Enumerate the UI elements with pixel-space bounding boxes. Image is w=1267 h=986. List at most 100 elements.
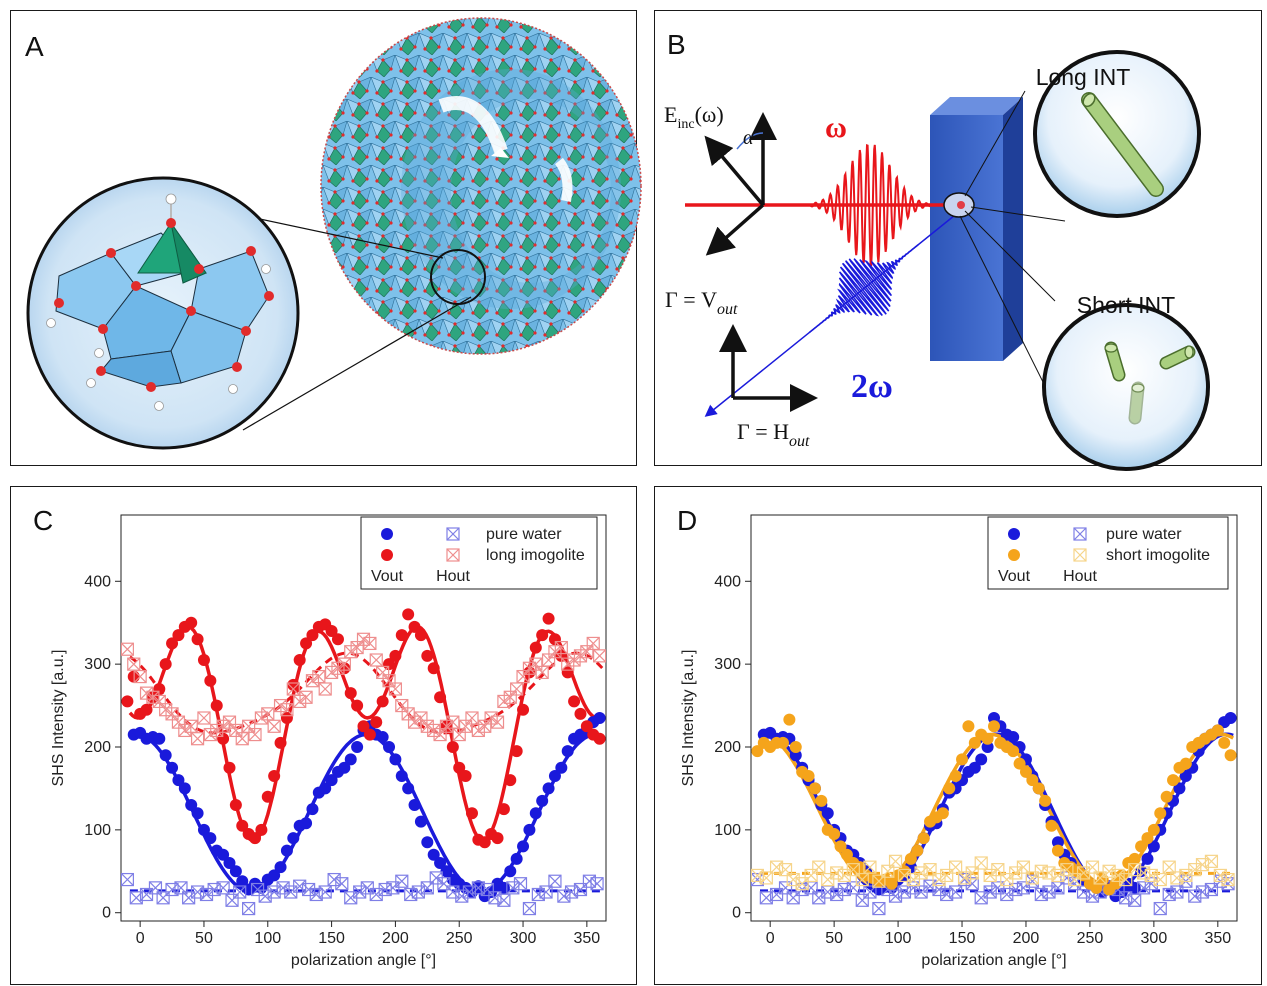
data-point	[1170, 885, 1184, 899]
legend-label: short imogolite	[1106, 547, 1210, 564]
data-point	[204, 674, 217, 687]
x-tick-label: 100	[885, 930, 912, 947]
plot-frame	[750, 514, 1238, 922]
data-point	[974, 856, 988, 870]
data-point	[1160, 790, 1173, 803]
data-point	[383, 741, 396, 753]
y-tick-label: 400	[714, 573, 741, 590]
data-point	[153, 683, 166, 695]
legend-col-label: Hout	[436, 568, 470, 585]
legend-box	[987, 516, 1229, 590]
data-point	[504, 865, 517, 878]
data-point	[139, 887, 154, 902]
data-point	[911, 844, 924, 857]
data-point	[357, 720, 370, 733]
data-point	[268, 770, 281, 782]
data-point	[1051, 836, 1064, 849]
data-point	[408, 620, 421, 633]
legend-marker	[1073, 527, 1087, 541]
two-omega-label: 2ω	[851, 368, 893, 405]
data-point	[280, 703, 294, 717]
data-point	[217, 732, 230, 745]
data-point	[185, 616, 198, 629]
x-tick-label: 200	[1013, 930, 1040, 947]
data-point	[217, 848, 230, 861]
data-point	[932, 872, 946, 887]
data-point	[199, 887, 214, 902]
omega-label: ω	[825, 111, 847, 144]
legend-marker	[446, 548, 460, 562]
data-point	[287, 832, 300, 845]
data-point	[1090, 881, 1103, 894]
data-point	[914, 866, 928, 880]
data-point	[580, 720, 593, 733]
data-point	[1025, 871, 1039, 885]
y-axis-label: SHS Intensity [a.u.]	[50, 650, 67, 787]
data-point	[1154, 807, 1167, 820]
data-point	[1045, 819, 1058, 832]
data-point	[1218, 736, 1231, 749]
y-tick-label: 200	[84, 739, 111, 756]
data-point	[821, 807, 834, 820]
data-point	[190, 732, 205, 746]
data-point	[897, 885, 912, 899]
data-point	[968, 761, 981, 774]
data-point	[557, 889, 571, 903]
data-point	[1093, 871, 1107, 885]
data-point	[1224, 712, 1237, 724]
data-point	[1085, 860, 1100, 874]
data-point	[548, 874, 562, 888]
data-point	[863, 885, 877, 899]
data-point	[1067, 872, 1082, 887]
data-point	[523, 823, 536, 836]
y-axis-label: SHS Intensity [a.u.]	[680, 650, 697, 787]
data-point	[446, 885, 460, 899]
data-point	[490, 715, 505, 729]
data-point	[943, 782, 956, 795]
panel-letter-c: C	[33, 505, 54, 536]
data-point	[353, 885, 367, 899]
data-point	[121, 695, 134, 708]
data-point	[981, 732, 994, 745]
data-point	[166, 761, 179, 774]
data-point	[936, 807, 949, 820]
data-point	[1007, 745, 1020, 758]
panel-letter-b: B	[667, 29, 686, 60]
data-point	[389, 753, 402, 766]
panel-c: C 0 50 100 150 200 250 300 350 0 100 200 300 400 pola…	[10, 486, 637, 985]
data-point	[968, 736, 981, 749]
data-point	[786, 872, 800, 887]
data-point	[529, 641, 542, 654]
data-point	[834, 840, 847, 853]
data-point	[802, 770, 815, 782]
gamma-h-label: Γ = Hout	[737, 419, 810, 450]
data-point	[351, 741, 364, 753]
data-point	[1173, 782, 1186, 795]
data-point	[1179, 757, 1192, 770]
data-point	[522, 901, 537, 916]
data-point	[821, 872, 835, 887]
data-point	[133, 669, 147, 684]
data-point	[590, 877, 604, 891]
data-point	[216, 881, 230, 895]
x-tick-label: 150	[949, 930, 976, 947]
data-point	[988, 712, 1000, 724]
data-point	[1111, 868, 1125, 883]
data-point	[957, 871, 972, 885]
data-point	[846, 863, 860, 877]
data-point	[1051, 844, 1064, 857]
x-tick-label: 200	[382, 930, 409, 947]
data-point	[1141, 832, 1154, 845]
data-point	[1007, 731, 1020, 744]
data-point	[815, 794, 828, 807]
data-point	[593, 732, 606, 745]
data-point	[1188, 863, 1202, 877]
x-tick-label: 50	[195, 930, 213, 947]
x-tick-label: 150	[318, 930, 345, 947]
data-point	[236, 819, 249, 832]
data-point	[408, 799, 421, 811]
fit-line	[129, 651, 604, 735]
data-point	[280, 712, 293, 724]
data-point	[121, 642, 134, 656]
data-point	[769, 887, 784, 902]
